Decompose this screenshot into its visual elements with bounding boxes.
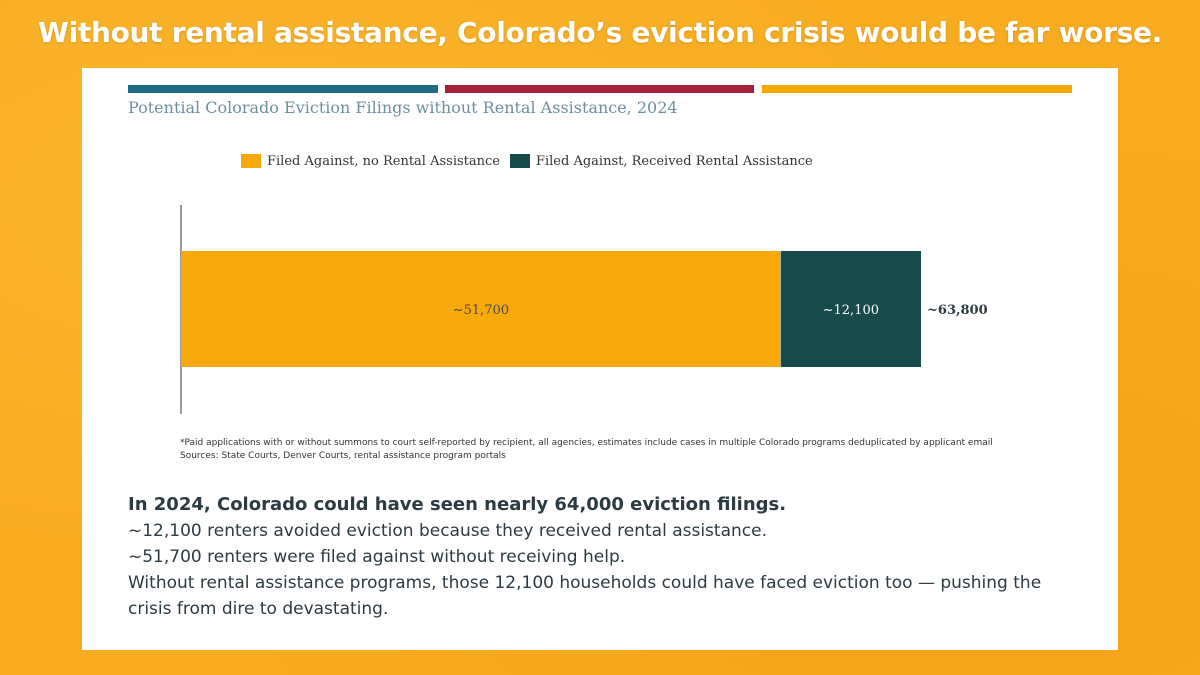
bar-segment-received-assistance: [780, 251, 921, 367]
data-label-received-assistance: ~12,100: [823, 303, 879, 318]
total-label: ~63,800: [927, 303, 988, 318]
summary-line-unassisted: ~51,700 renters were filed against witho…: [128, 547, 626, 567]
legend-swatch-no-assistance: [241, 154, 261, 168]
legend-item-received-assistance: Filed Against, Received Rental Assistanc…: [509, 153, 813, 169]
summary: In 2024, Colorado could have seen nearly…: [128, 492, 1088, 622]
footnote-note: *Paid applications with or without summo…: [180, 438, 993, 448]
chart-legend: Filed Against, no Rental Assistance File…: [241, 152, 823, 170]
bar-chart: ~51,700 ~12,100 ~63,800: [180, 205, 988, 414]
accent-stripe-gold: [762, 85, 1072, 93]
summary-line-conclusion: Without rental assistance programs, thos…: [128, 573, 1042, 619]
footnote-sources: Sources: State Courts, Denver Courts, re…: [180, 451, 506, 461]
data-label-no-assistance: ~51,700: [453, 303, 509, 318]
chart-card: Potential Colorado Eviction Filings with…: [82, 68, 1118, 650]
bar-segment-no-assistance: [181, 251, 781, 367]
legend-label-received-assistance: Filed Against, Received Rental Assistanc…: [535, 153, 813, 169]
summary-line-assisted: ~12,100 renters avoided eviction because…: [128, 521, 767, 541]
legend-item-no-assistance: Filed Against, no Rental Assistance: [241, 154, 500, 169]
summary-heading: In 2024, Colorado could have seen nearly…: [128, 494, 787, 515]
legend-swatch-received-assistance: [509, 154, 530, 168]
footnote: *Paid applications with or without summo…: [180, 437, 993, 463]
chart-title: Potential Colorado Eviction Filings with…: [128, 98, 678, 117]
legend-label-no-assistance: Filed Against, no Rental Assistance: [267, 153, 500, 169]
headline: Without rental assistance, Colorado’s ev…: [38, 16, 1162, 49]
accent-stripe-red: [445, 85, 754, 93]
accent-stripe-blue: [128, 85, 438, 93]
